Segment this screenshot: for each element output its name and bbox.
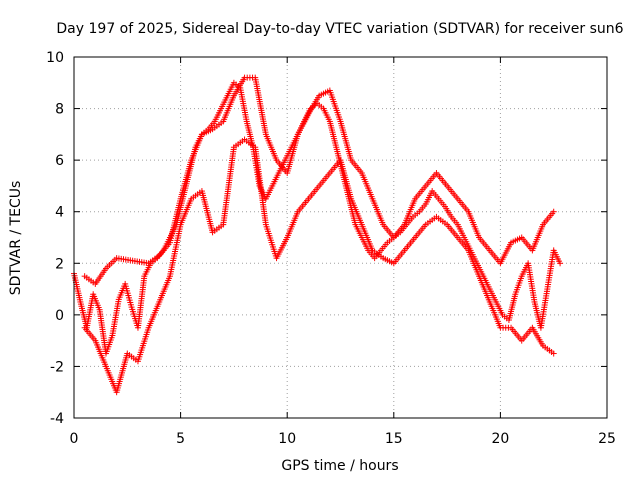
axis-ticks: 0 5 10 15 20 25 -4 -2 0 2 4 6 8 10: [46, 50, 616, 447]
y-tick-label: 8: [55, 102, 64, 118]
y-tick-label: 4: [55, 205, 64, 221]
y-tick-label: 6: [55, 153, 64, 169]
y-tick-label: 0: [55, 308, 64, 324]
y-tick-label: 10: [46, 50, 64, 66]
y-tick-label: -4: [50, 411, 64, 427]
x-tick-label: 15: [385, 431, 403, 447]
x-tick-label: 25: [598, 431, 616, 447]
x-tick-label: 5: [176, 431, 185, 447]
y-tick-label: -2: [50, 359, 64, 375]
data-point: [550, 350, 557, 357]
x-tick-label: 10: [278, 431, 296, 447]
y-tick-label: 2: [55, 256, 64, 272]
x-tick-label: 0: [70, 431, 79, 447]
y-axis-label: SDTVAR / TECUs: [8, 181, 24, 296]
data-marks: [71, 74, 564, 396]
data-point: [550, 208, 557, 215]
x-tick-label: 20: [491, 431, 509, 447]
data-point: [557, 260, 564, 267]
chart-title: Day 197 of 2025, Sidereal Day-to-day VTE…: [56, 21, 623, 37]
x-axis-label: GPS time / hours: [281, 458, 398, 474]
plot-frame: [73, 56, 608, 419]
grid: [74, 57, 607, 418]
